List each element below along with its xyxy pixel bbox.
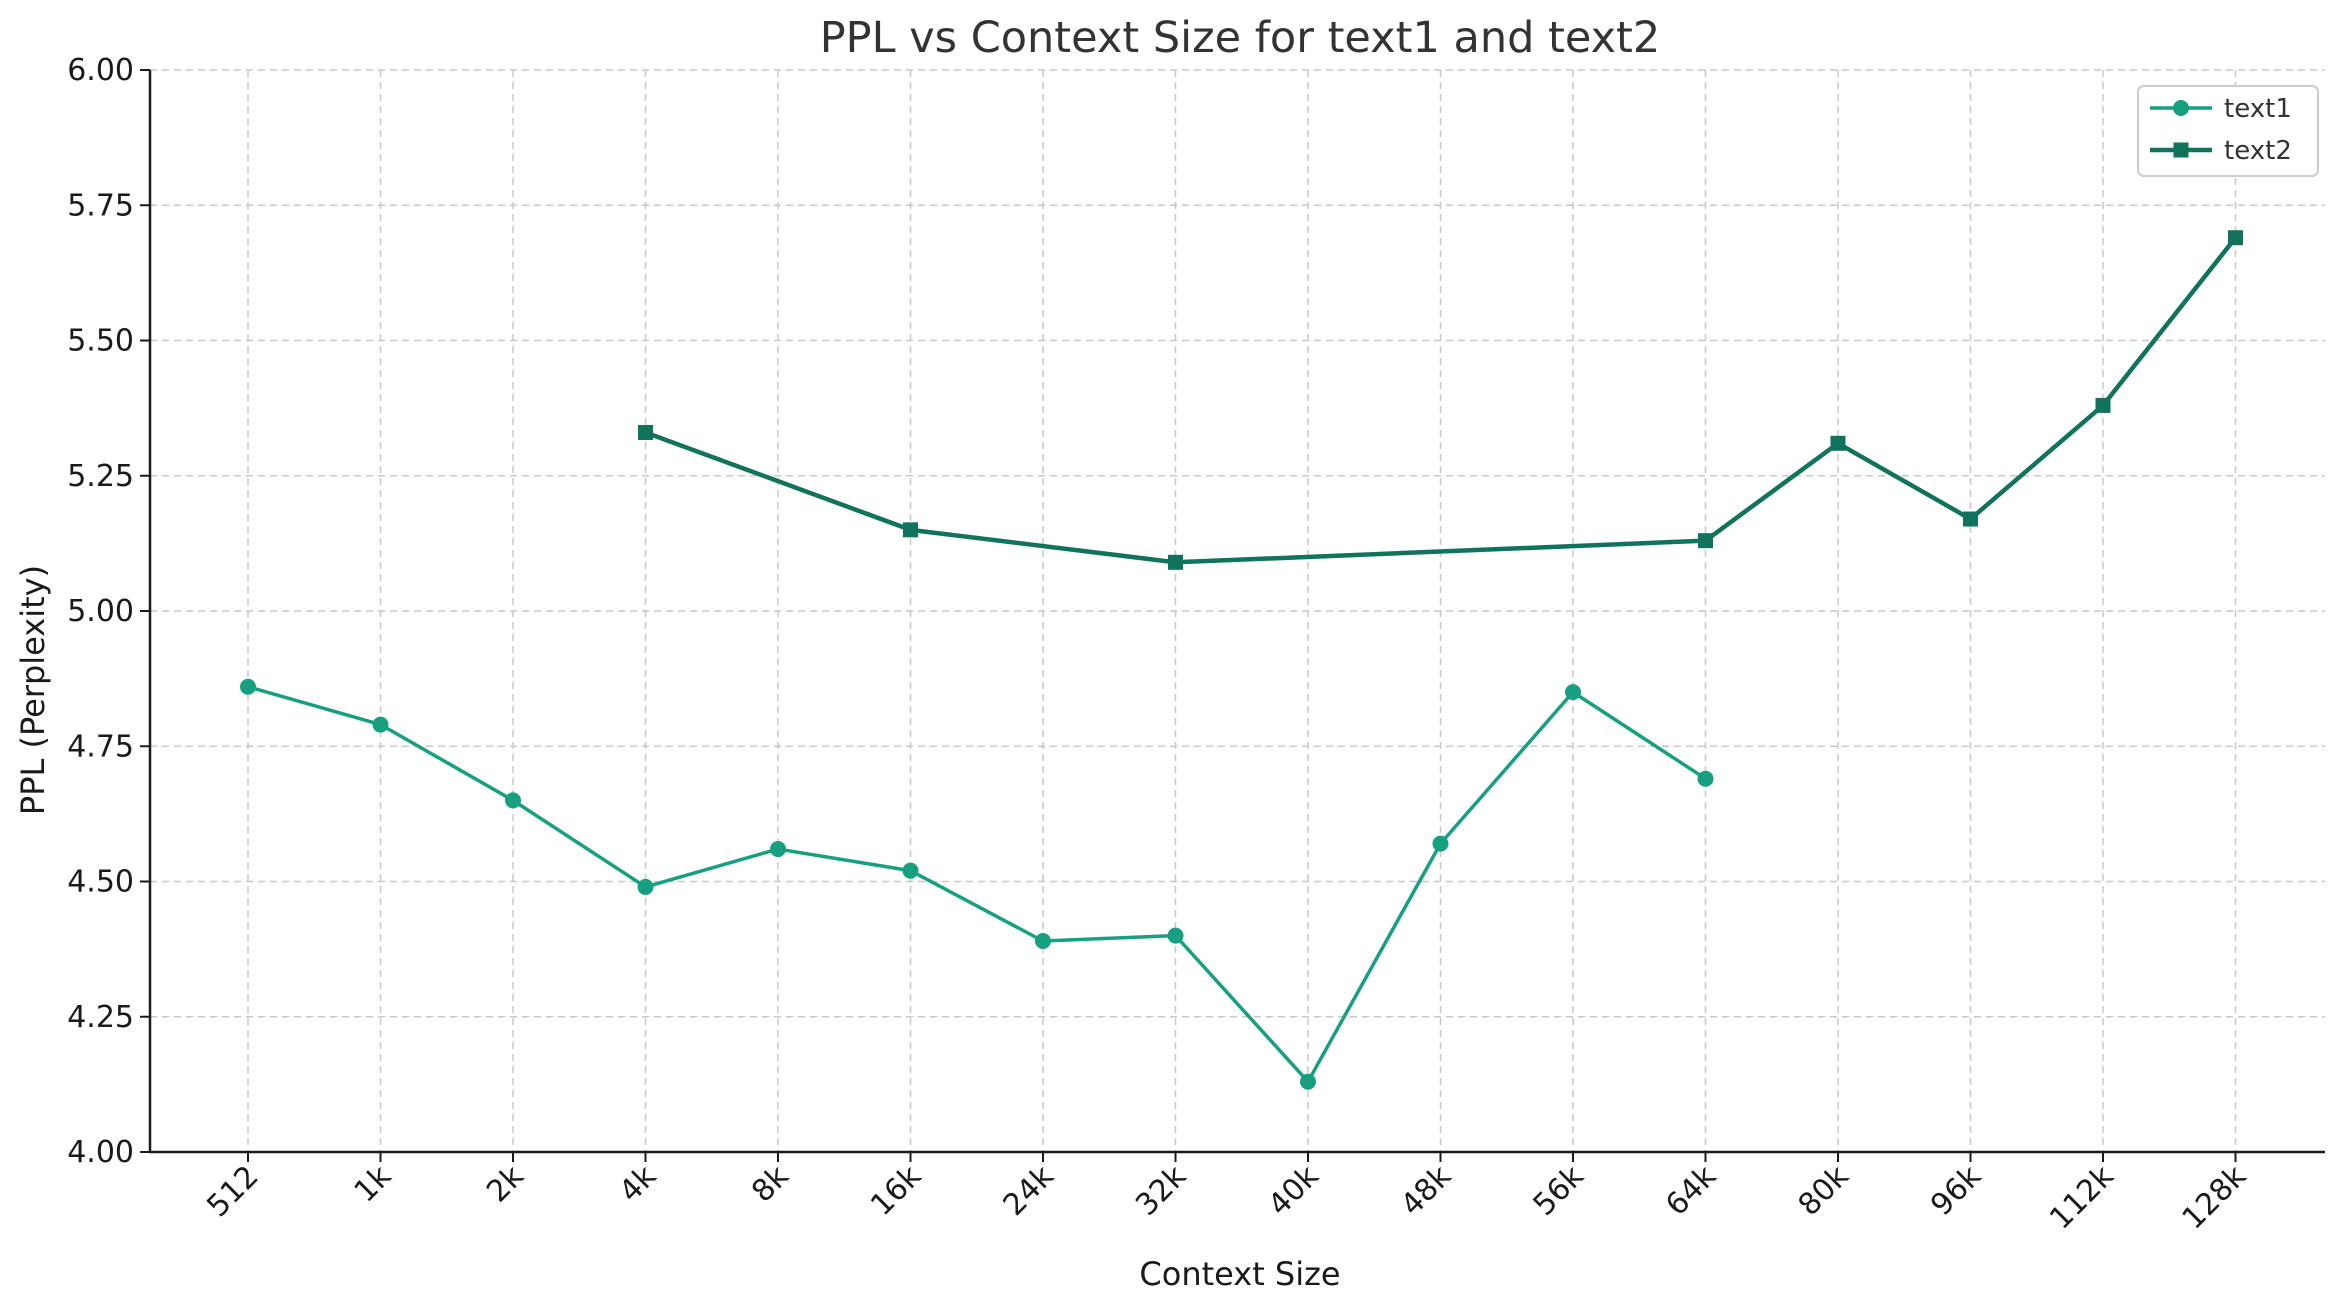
series-line-text1 bbox=[247, 685, 1707, 1084]
x-tick-label: 56k bbox=[1527, 1158, 1591, 1222]
legend-item-text1: text1 bbox=[2150, 94, 2292, 124]
x-tick-label: 2k bbox=[480, 1158, 531, 1209]
y-tick-label: 5.25 bbox=[67, 459, 134, 494]
x-tick-label: 128k bbox=[2176, 1158, 2254, 1236]
y-axis-label: PPL (Perplexity) bbox=[14, 565, 52, 815]
data-point-text2 bbox=[903, 522, 918, 538]
data-point-text1 bbox=[902, 862, 919, 879]
legend-marker bbox=[2173, 100, 2189, 116]
data-point-text1 bbox=[637, 878, 654, 895]
data-point-text2 bbox=[638, 424, 653, 440]
data-point-text2 bbox=[1963, 511, 1978, 527]
data-point-text1 bbox=[1565, 684, 1581, 701]
x-tick-label: 16k bbox=[864, 1158, 928, 1222]
x-tick-label: 112k bbox=[2043, 1158, 2121, 1236]
x-tick-label: 4k bbox=[613, 1158, 664, 1209]
chart-title: PPL vs Context Size for text1 and text2 bbox=[820, 13, 1661, 63]
series bbox=[240, 230, 2243, 1090]
data-point-text2 bbox=[2228, 230, 2243, 246]
legend-item-text2: text2 bbox=[2150, 136, 2292, 166]
data-point-text2 bbox=[2095, 397, 2111, 413]
grid bbox=[150, 69, 2325, 1153]
y-tick-label: 4.50 bbox=[67, 865, 134, 900]
legend-label: text2 bbox=[2224, 136, 2292, 166]
data-point-text1 bbox=[1035, 933, 1051, 950]
legend-label: text1 bbox=[2224, 94, 2292, 124]
y-tick-label: 4.00 bbox=[67, 1135, 134, 1170]
x-tick-label: 80k bbox=[1792, 1158, 1856, 1222]
data-point-text1 bbox=[505, 792, 521, 809]
x-tick-label: 512 bbox=[200, 1159, 265, 1224]
data-point-text1 bbox=[1697, 770, 1714, 787]
data-point-text1 bbox=[1167, 927, 1184, 944]
x-tick-label: 96k bbox=[1924, 1158, 1988, 1222]
x-tick-label: 64k bbox=[1659, 1158, 1723, 1222]
y-tick-label: 4.75 bbox=[67, 729, 134, 764]
legend: text1 text2 bbox=[2137, 85, 2319, 177]
x-tick-label: 48k bbox=[1394, 1158, 1458, 1222]
data-point-text1 bbox=[1432, 835, 1449, 852]
y-tick-label: 6.00 bbox=[67, 53, 134, 88]
y-tick-label: 5.50 bbox=[67, 324, 134, 359]
data-point-text1 bbox=[372, 716, 389, 733]
series-text1 bbox=[240, 678, 1714, 1090]
x-tick-labels: 512 1k 2k 4k 8k 16k 24k 32k 40k 48k 56k 64k 80k 96k 11… bbox=[200, 1158, 2253, 1236]
data-point-text1 bbox=[1300, 1073, 1316, 1090]
data-point-text2 bbox=[1830, 435, 1846, 451]
axes bbox=[140, 69, 2325, 1162]
data-point-text2 bbox=[1168, 554, 1183, 570]
data-point-text2 bbox=[1698, 533, 1713, 549]
x-tick-label: 32k bbox=[1129, 1158, 1193, 1222]
x-tick-label: 8k bbox=[745, 1158, 796, 1209]
legend-marker bbox=[2173, 142, 2189, 158]
series-line-text2 bbox=[644, 236, 2238, 565]
y-tick-label: 4.25 bbox=[67, 1000, 134, 1035]
data-point-text1 bbox=[240, 678, 256, 695]
x-tick-label: 40k bbox=[1262, 1158, 1326, 1222]
x-tick-label: 1k bbox=[348, 1158, 399, 1209]
series-text2 bbox=[638, 230, 2243, 570]
x-axis-label: Context Size bbox=[1139, 1255, 1340, 1293]
x-tick-label: 24k bbox=[997, 1158, 1061, 1222]
data-point-text1 bbox=[770, 841, 786, 858]
y-tick-labels: 4.00 4.25 4.50 4.75 5.00 5.25 5.50 5.75 6.00 bbox=[67, 53, 134, 1170]
y-tick-label: 5.00 bbox=[67, 594, 134, 629]
y-tick-label: 5.75 bbox=[67, 188, 134, 223]
